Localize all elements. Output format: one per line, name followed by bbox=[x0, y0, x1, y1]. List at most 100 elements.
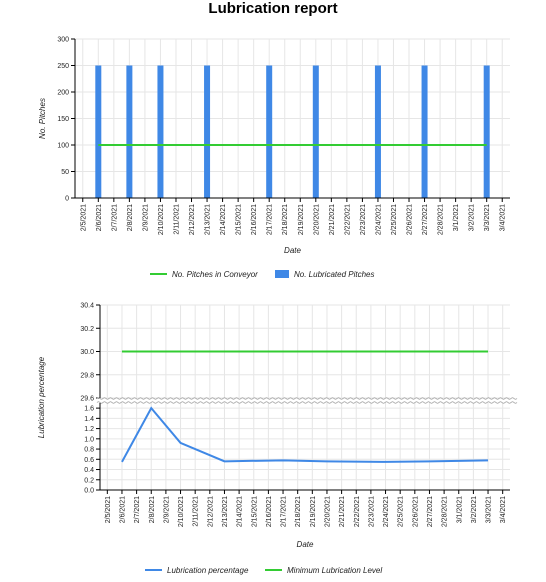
y-tick-label: 150 bbox=[57, 116, 69, 123]
x-tick-label: 2/11/2021 bbox=[193, 496, 200, 527]
y-tick-label: 0.0 bbox=[84, 488, 94, 495]
y-tick-label: 30.4 bbox=[80, 303, 94, 310]
x-tick-label: 2/24/2021 bbox=[383, 496, 390, 527]
y-tick-label: 30.0 bbox=[80, 349, 94, 356]
x-tick-label: 3/1/2021 bbox=[453, 204, 460, 231]
y-tick-label: 1.2 bbox=[84, 426, 94, 433]
x-axis-title: Date bbox=[284, 246, 301, 255]
y-tick-label: 0.8 bbox=[84, 447, 94, 454]
x-tick-label: 2/22/2021 bbox=[354, 496, 361, 527]
x-tick-label: 2/19/2021 bbox=[298, 204, 305, 235]
x-tick-label: 2/26/2021 bbox=[412, 496, 419, 527]
y-tick-label: 50 bbox=[61, 169, 69, 176]
x-tick-label: 2/7/2021 bbox=[134, 496, 141, 523]
y-tick-label: 300 bbox=[57, 37, 69, 44]
x-tick-label: 2/26/2021 bbox=[407, 204, 414, 235]
x-tick-label: 2/11/2021 bbox=[173, 204, 180, 235]
series-line bbox=[121, 406, 489, 463]
x-axis-title: Date bbox=[297, 540, 314, 549]
x-tick-label: 2/20/2021 bbox=[313, 204, 320, 235]
x-tick-label: 3/1/2021 bbox=[456, 496, 463, 523]
x-tick-label: 2/6/2021 bbox=[96, 204, 103, 231]
pitches-chart: 0 50 100 150 200 250 300 2/5/2021 2/6/2021 2/7/20… bbox=[38, 37, 510, 279]
x-tick-label: 2/28/2021 bbox=[442, 496, 449, 527]
legend-label: Minimum Lubrication Level bbox=[287, 566, 382, 575]
x-tick-label: 2/23/2021 bbox=[368, 496, 375, 527]
x-tick-label: 2/21/2021 bbox=[339, 496, 346, 527]
bar bbox=[483, 65, 490, 198]
y-tick-label: 1.6 bbox=[84, 406, 94, 413]
x-tick-label: 2/10/2021 bbox=[158, 204, 165, 235]
x-tick-label: 2/13/2021 bbox=[205, 204, 212, 235]
x-tick-label: 2/21/2021 bbox=[329, 204, 336, 235]
y-tick-label: 250 bbox=[57, 63, 69, 70]
x-tick-label: 2/12/2021 bbox=[189, 204, 196, 235]
x-tick-label: 2/9/2021 bbox=[163, 496, 170, 523]
axis-break-gap bbox=[97, 398, 513, 403]
y-tick-label: 1.0 bbox=[84, 436, 94, 443]
axis-break-mark bbox=[96, 401, 518, 404]
legend-label: No. Lubricated Pitches bbox=[294, 270, 375, 279]
x-tick-label: 2/23/2021 bbox=[360, 204, 367, 235]
x-tick-label: 2/15/2021 bbox=[236, 204, 243, 235]
x-tick-label: 2/27/2021 bbox=[422, 204, 429, 235]
x-tick-label: 2/24/2021 bbox=[375, 204, 382, 235]
x-tick-label: 2/18/2021 bbox=[295, 496, 302, 527]
report-title: Lubrication report bbox=[208, 0, 338, 17]
y-tick-label: 0.2 bbox=[84, 477, 94, 484]
x-tick-label: 2/14/2021 bbox=[237, 496, 244, 527]
bar bbox=[266, 65, 273, 198]
legend-label: Lubrication percentage bbox=[167, 566, 249, 575]
x-tick-label: 2/6/2021 bbox=[119, 496, 126, 523]
y-axis-title: Lubrication percentage bbox=[37, 356, 46, 438]
y-tick-label: 29.8 bbox=[80, 372, 94, 379]
x-tick-label: 2/22/2021 bbox=[344, 204, 351, 235]
y-tick-label: 100 bbox=[57, 143, 69, 150]
x-tick-label: 2/17/2021 bbox=[281, 496, 288, 527]
y-tick-label: 0.4 bbox=[84, 467, 94, 474]
x-tick-label: 3/3/2021 bbox=[484, 204, 491, 231]
bar bbox=[204, 65, 211, 198]
bar bbox=[157, 65, 164, 198]
x-tick-label: 2/16/2021 bbox=[251, 204, 258, 235]
x-tick-label: 2/16/2021 bbox=[266, 496, 273, 527]
x-tick-label: 2/27/2021 bbox=[427, 496, 434, 527]
x-tick-label: 2/25/2021 bbox=[398, 496, 405, 527]
x-tick-label: 2/7/2021 bbox=[111, 204, 118, 231]
x-tick-label: 2/19/2021 bbox=[310, 496, 317, 527]
x-tick-label: 3/4/2021 bbox=[500, 204, 507, 231]
legend-swatch bbox=[275, 270, 289, 278]
x-tick-label: 2/12/2021 bbox=[207, 496, 214, 527]
legend-label: No. Pitches in Conveyor bbox=[172, 270, 258, 279]
x-tick-label: 2/14/2021 bbox=[220, 204, 227, 235]
x-tick-label: 2/20/2021 bbox=[324, 496, 331, 527]
x-tick-label: 2/10/2021 bbox=[178, 496, 185, 527]
x-tick-label: 3/2/2021 bbox=[469, 204, 476, 231]
y-tick-label: 30.2 bbox=[80, 326, 94, 333]
x-tick-label: 2/5/2021 bbox=[80, 204, 87, 231]
x-tick-label: 2/25/2021 bbox=[391, 204, 398, 235]
x-tick-label: 2/17/2021 bbox=[267, 204, 274, 235]
x-tick-label: 2/8/2021 bbox=[127, 204, 134, 231]
bar bbox=[95, 65, 102, 198]
y-axis-title: No. Pitches bbox=[38, 98, 47, 139]
x-tick-label: 2/28/2021 bbox=[438, 204, 445, 235]
y-tick-label: 200 bbox=[57, 90, 69, 97]
bar bbox=[126, 65, 133, 198]
x-tick-label: 2/18/2021 bbox=[282, 204, 289, 235]
y-tick-label: 0.6 bbox=[84, 457, 94, 464]
y-tick-label: 1.4 bbox=[84, 416, 94, 423]
x-tick-label: 2/8/2021 bbox=[149, 496, 156, 523]
x-tick-label: 3/2/2021 bbox=[471, 496, 478, 523]
y-tick-label: 29.6 bbox=[80, 396, 94, 403]
x-tick-label: 2/13/2021 bbox=[222, 496, 229, 527]
bar bbox=[421, 65, 428, 198]
bar bbox=[312, 65, 319, 198]
y-tick-label: 0 bbox=[65, 196, 69, 203]
x-tick-label: 3/3/2021 bbox=[486, 496, 493, 523]
x-tick-label: 2/5/2021 bbox=[105, 496, 112, 523]
x-tick-label: 2/15/2021 bbox=[251, 496, 258, 527]
axis-break-mark bbox=[96, 397, 518, 400]
x-tick-label: 2/9/2021 bbox=[142, 204, 149, 231]
